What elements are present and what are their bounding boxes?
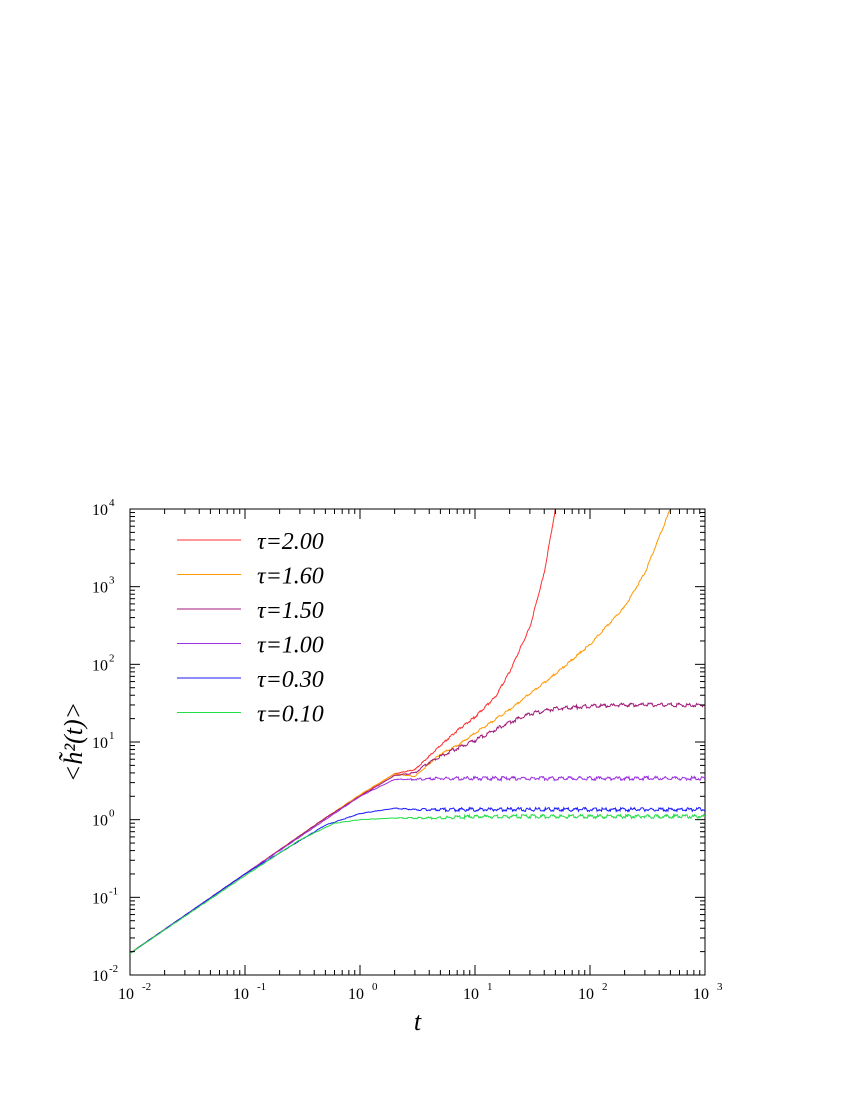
x-tick-exponent: -1 xyxy=(257,981,266,993)
y-tick-label: 10 xyxy=(92,735,108,752)
series-line-1 xyxy=(130,509,671,955)
x-tick-label: 10 xyxy=(348,986,364,1003)
tick-group: 10 -2 10 -1 10 0 10 1 10 2 10 310 -210 -110 010 110 210 3… xyxy=(92,497,723,1003)
y-tick-exponent: 4 xyxy=(109,497,115,509)
legend-label-4: τ=0.30 xyxy=(257,667,324,693)
y-tick-exponent: -1 xyxy=(109,885,118,897)
legend-label-2: τ=1.50 xyxy=(257,598,324,624)
x-tick-exponent: 3 xyxy=(717,981,723,993)
y-tick-label: 10 xyxy=(92,890,108,907)
legend-label-3: τ=1.00 xyxy=(257,633,324,659)
series-line-5 xyxy=(130,813,705,954)
x-tick-exponent: 0 xyxy=(372,981,378,993)
y-tick-exponent: -2 xyxy=(109,963,118,975)
legend-label-1: τ=1.60 xyxy=(257,564,324,590)
x-tick-label: 10 xyxy=(118,986,134,1003)
y-tick-label: 10 xyxy=(92,968,108,985)
series-line-3 xyxy=(130,774,705,954)
y-tick-exponent: 1 xyxy=(109,730,115,742)
y-tick-exponent: 0 xyxy=(109,808,115,820)
y-tick-label: 10 xyxy=(92,580,108,597)
y-tick-label: 10 xyxy=(92,502,108,519)
series-group xyxy=(130,509,705,955)
x-tick-label: 10 xyxy=(233,986,249,1003)
x-tick-label: 10 xyxy=(693,986,709,1003)
y-axis-label: <h̃²(t)> xyxy=(59,702,88,782)
series-line-4 xyxy=(130,805,705,954)
plot-area: 10 -2 10 -1 10 0 10 1 10 2 10 310 -210 -110 010 110 210 3… xyxy=(92,497,723,1003)
y-tick-exponent: 2 xyxy=(109,652,115,664)
x-tick-exponent: -2 xyxy=(142,981,151,993)
legend: τ=2.00 τ=1.60 τ=1.50 τ=1.00 τ=0.30 τ=0.10 xyxy=(177,529,324,728)
legend-label-5: τ=0.10 xyxy=(257,702,324,728)
y-tick-label: 10 xyxy=(92,813,108,830)
x-axis-label: t xyxy=(414,1007,422,1036)
x-tick-label: 10 xyxy=(578,986,594,1003)
plot-frame xyxy=(129,508,706,976)
y-tick-exponent: 3 xyxy=(109,575,115,587)
x-tick-exponent: 1 xyxy=(487,981,493,993)
x-tick-exponent: 2 xyxy=(602,981,608,993)
series-line-0 xyxy=(130,509,556,954)
legend-label-0: τ=2.00 xyxy=(257,529,324,555)
y-tick-label: 10 xyxy=(92,657,108,674)
series-line-2 xyxy=(130,701,705,954)
x-tick-label: 10 xyxy=(463,986,479,1003)
